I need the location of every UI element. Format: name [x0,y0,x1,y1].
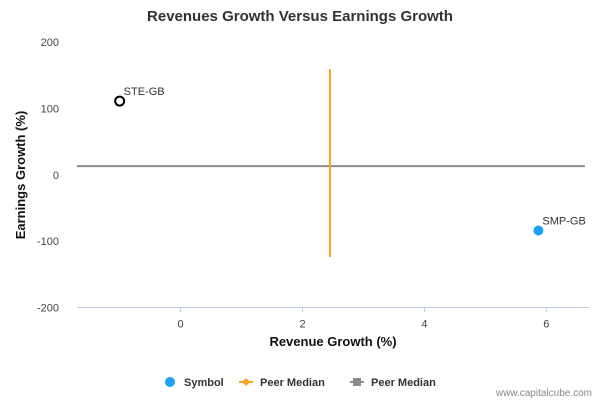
median-lines [77,69,585,258]
legend-label: Symbol [184,377,224,389]
y-tick-label: 0 [53,170,59,182]
x-axis-title: Revenue Growth (%) [269,334,396,349]
legend-square-icon [353,378,361,386]
chart-title: Revenues Growth Versus Earnings Growth [147,8,453,25]
legend-label: Peer Median [260,377,325,389]
legend[interactable]: Symbol Peer Median Peer Median [165,377,436,389]
credit-text: www.capitalcube.com [495,388,592,399]
y-axis-ticks: 200 100 0 -100 -200 [37,37,59,315]
legend-item[interactable]: Peer Median [239,377,325,389]
x-tick-label: 6 [543,319,549,331]
data-points: STE-GB SMP-GB [114,86,586,236]
legend-item[interactable]: Symbol [165,377,224,389]
y-tick-label: -100 [37,236,59,248]
plot-area: 200 100 0 -100 -200 0 2 4 6 STE-GB SMP-GB [37,37,589,331]
legend-diamond-icon [242,378,250,386]
x-tick-label: 2 [299,319,305,331]
x-tick-label: 4 [421,319,427,331]
y-tick-label: -200 [37,303,59,315]
legend-circle-icon [165,377,175,387]
point-label: SMP-GB [542,216,585,228]
legend-label: Peer Median [371,377,436,389]
y-axis-title: Earnings Growth (%) [13,111,28,240]
legend-item[interactable]: Peer Median [350,377,436,389]
y-tick-label: 100 [41,103,59,115]
data-point[interactable] [533,225,544,236]
point-label: STE-GB [124,86,165,98]
data-point[interactable] [114,95,126,107]
x-tick-label: 0 [178,319,184,331]
y-tick-label: 200 [41,37,59,49]
x-axis-ticks: 0 2 4 6 [178,307,549,331]
